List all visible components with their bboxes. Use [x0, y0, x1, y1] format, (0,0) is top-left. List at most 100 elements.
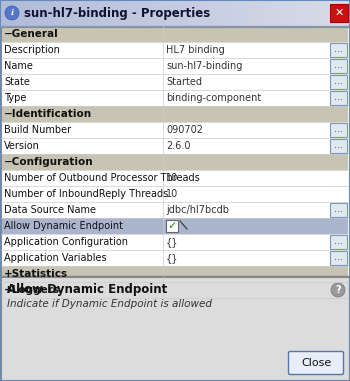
Bar: [22, 0, 23, 26]
Bar: [316, 0, 317, 26]
Bar: [20, 0, 21, 26]
Bar: [325, 0, 326, 26]
Bar: [215, 0, 216, 26]
Bar: [14, 0, 15, 26]
Bar: [185, 0, 186, 26]
Bar: [142, 0, 143, 26]
Bar: [329, 0, 330, 26]
Bar: [76, 0, 77, 26]
Bar: [321, 0, 322, 26]
Bar: [262, 0, 263, 26]
Bar: [289, 0, 290, 26]
Bar: [330, 123, 347, 137]
Bar: [1, 26, 348, 42]
Bar: [338, 0, 339, 26]
Bar: [103, 0, 104, 26]
Bar: [330, 0, 331, 26]
Bar: [129, 0, 130, 26]
Text: ...: ...: [334, 141, 343, 150]
Bar: [247, 0, 248, 26]
Bar: [33, 0, 34, 26]
Bar: [319, 0, 320, 26]
Bar: [315, 0, 316, 26]
Bar: [35, 0, 36, 26]
Bar: [89, 0, 90, 26]
Bar: [1, 0, 2, 26]
Bar: [1, 42, 348, 58]
Text: Name: Name: [4, 61, 33, 71]
Bar: [207, 0, 208, 26]
Text: Indicate if Dynamic Endpoint is allowed: Indicate if Dynamic Endpoint is allowed: [7, 299, 212, 309]
Bar: [166, 220, 178, 232]
Bar: [25, 0, 26, 26]
Bar: [198, 0, 199, 26]
Bar: [145, 0, 146, 26]
Bar: [268, 0, 269, 26]
Bar: [297, 0, 298, 26]
Bar: [13, 0, 14, 26]
Bar: [147, 0, 148, 26]
Bar: [64, 0, 65, 26]
Text: HL7 binding: HL7 binding: [166, 45, 225, 55]
Bar: [346, 0, 347, 26]
Bar: [114, 0, 115, 26]
Circle shape: [331, 283, 345, 297]
Bar: [307, 0, 308, 26]
Bar: [31, 0, 32, 26]
Bar: [97, 0, 98, 26]
Bar: [257, 0, 258, 26]
Bar: [82, 0, 83, 26]
Bar: [5, 0, 6, 26]
Bar: [250, 0, 251, 26]
Bar: [34, 0, 35, 26]
Bar: [218, 0, 219, 26]
Bar: [320, 0, 321, 26]
Text: Type: Type: [4, 93, 26, 103]
Bar: [282, 0, 283, 26]
Bar: [236, 0, 237, 26]
Bar: [132, 0, 133, 26]
Bar: [196, 0, 197, 26]
Bar: [253, 0, 254, 26]
Bar: [51, 0, 52, 26]
Text: State: State: [4, 77, 30, 87]
Bar: [1, 202, 348, 218]
Bar: [131, 0, 132, 26]
Bar: [47, 0, 48, 26]
Bar: [256, 0, 257, 26]
Bar: [255, 0, 256, 26]
Bar: [38, 0, 39, 26]
Bar: [86, 0, 87, 26]
Bar: [99, 0, 100, 26]
Text: jdbc/hl7bcdb: jdbc/hl7bcdb: [166, 205, 229, 215]
Bar: [134, 0, 135, 26]
Text: ...: ...: [334, 45, 343, 54]
Bar: [244, 0, 245, 26]
Bar: [54, 0, 55, 26]
Bar: [203, 0, 204, 26]
Bar: [184, 0, 185, 26]
Bar: [0, 0, 1, 26]
Bar: [285, 0, 286, 26]
Bar: [330, 43, 347, 57]
Bar: [93, 0, 94, 26]
Bar: [293, 0, 294, 26]
Bar: [2, 0, 3, 26]
Bar: [27, 0, 28, 26]
Bar: [211, 0, 212, 26]
Bar: [306, 0, 307, 26]
Bar: [161, 0, 162, 26]
Bar: [9, 0, 10, 26]
Text: +Statistics: +Statistics: [4, 269, 68, 279]
Bar: [10, 0, 11, 26]
Bar: [1, 90, 348, 106]
Bar: [296, 0, 297, 26]
Bar: [324, 0, 325, 26]
Bar: [88, 0, 89, 26]
Bar: [6, 0, 7, 26]
Bar: [1, 218, 348, 234]
Bar: [1, 250, 348, 266]
Bar: [19, 0, 20, 26]
Bar: [258, 0, 259, 26]
Bar: [83, 0, 84, 26]
